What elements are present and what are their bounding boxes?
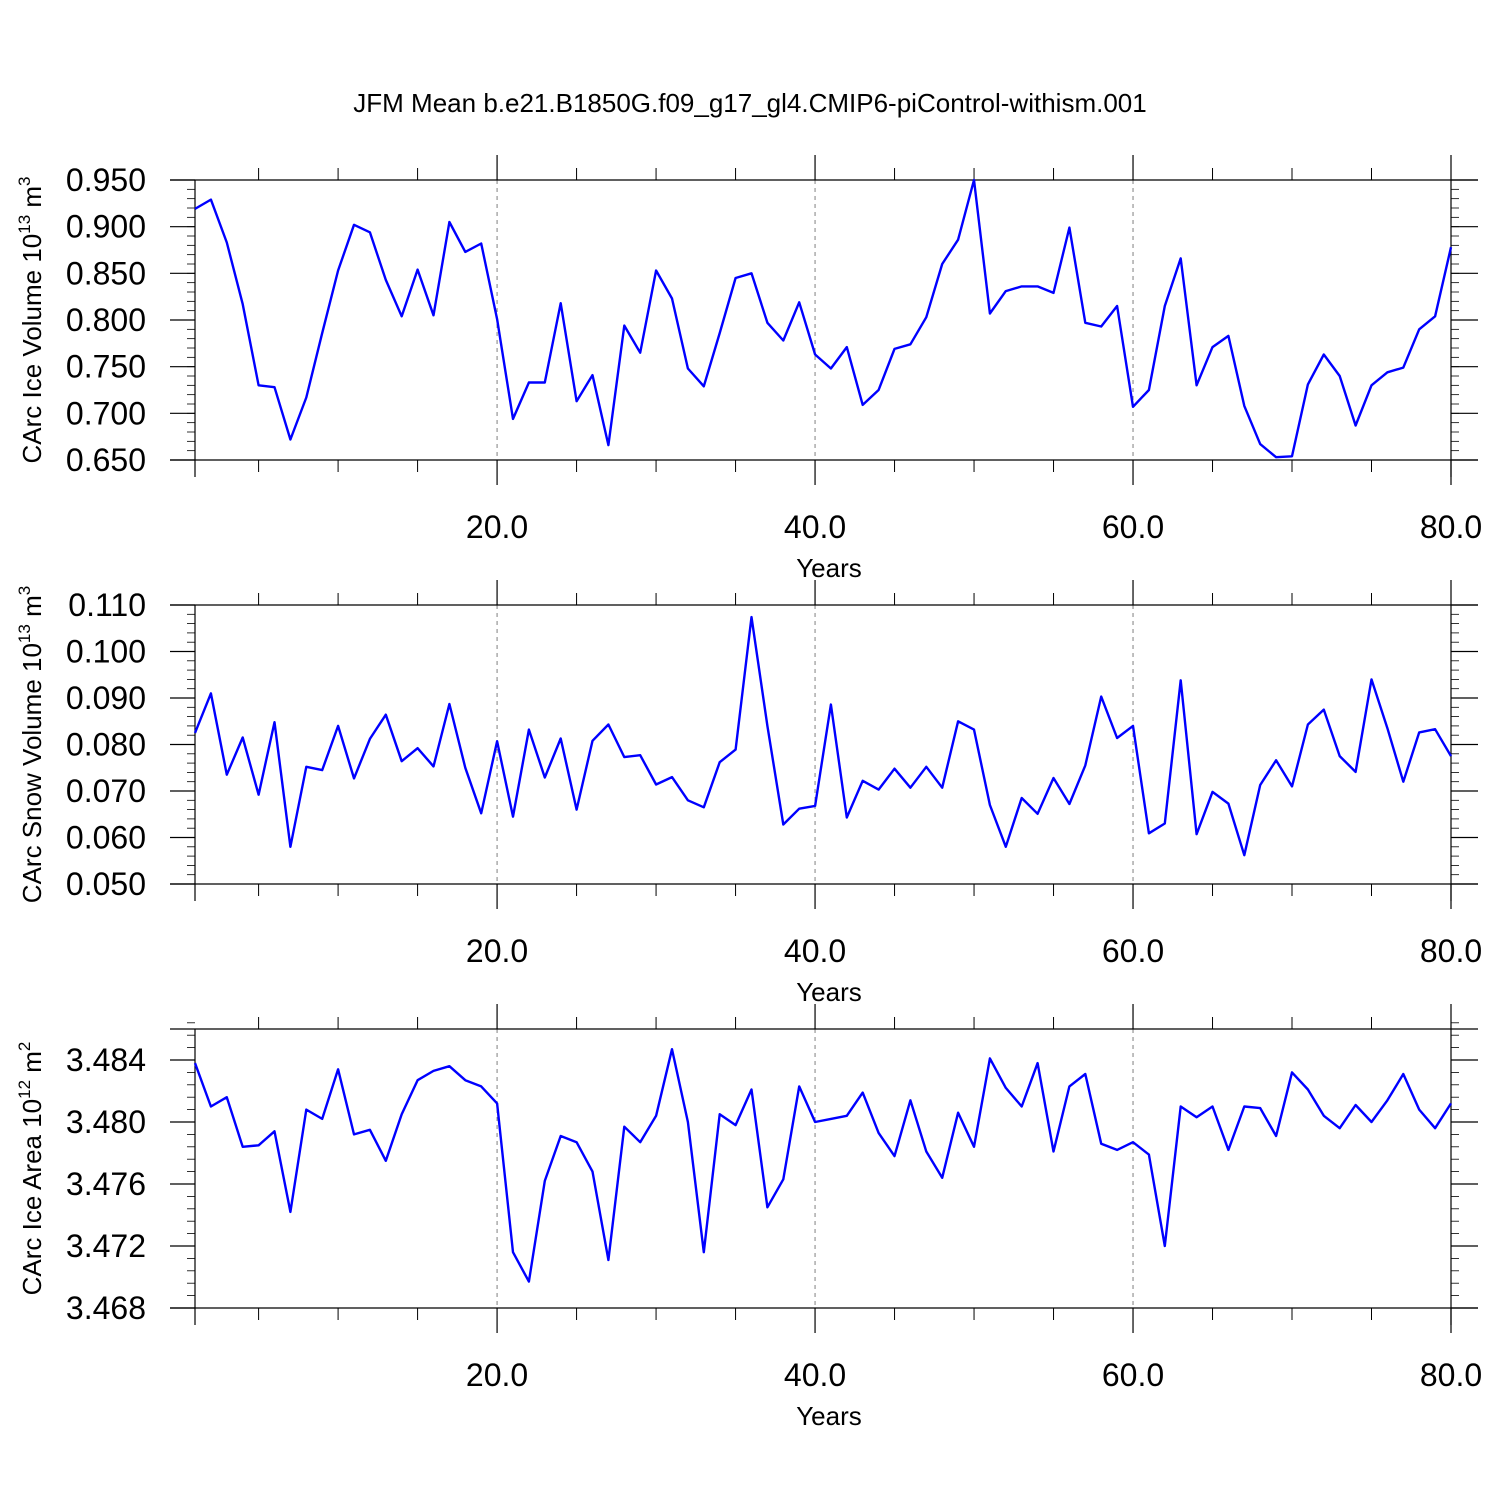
x-tick-label: 20.0	[466, 933, 528, 969]
y-tick-label: 0.800	[66, 302, 146, 338]
x-tick-label: 40.0	[784, 933, 846, 969]
x-tick-label: 80.0	[1420, 509, 1482, 545]
x-tick-label: 40.0	[784, 509, 846, 545]
y-tick-label: 3.476	[66, 1166, 146, 1202]
x-tick-label: 80.0	[1420, 933, 1482, 969]
chart-title: JFM Mean b.e21.B1850G.f09_g17_gl4.CMIP6-…	[353, 88, 1147, 118]
x-axis-label: Years	[796, 553, 862, 583]
x-tick-label: 60.0	[1102, 509, 1164, 545]
x-tick-label: 40.0	[784, 1357, 846, 1393]
y-tick-label: 3.472	[66, 1228, 146, 1264]
y-tick-label: 0.700	[66, 395, 146, 431]
y-tick-label: 0.750	[66, 349, 146, 385]
y-tick-label: 0.070	[66, 773, 146, 809]
panel-2: 0.050 0.060 0.070 0.080 0.090 0.100 0.110 20.0 4…	[15, 580, 1482, 1007]
y-tick-label: 3.484	[66, 1042, 146, 1078]
y-tick-label: 0.100	[66, 634, 146, 670]
x-tick-label: 60.0	[1102, 933, 1164, 969]
y-tick-label: 0.080	[66, 727, 146, 763]
x-axis-label: Years	[796, 1401, 862, 1431]
series-line-1	[194, 178, 1453, 459]
series-line-1	[193, 1047, 1453, 1283]
y-tick-label: 3.468	[66, 1290, 146, 1326]
x-tick-label: 20.0	[466, 1357, 528, 1393]
y-tick-label: 0.850	[66, 255, 146, 291]
y-tick-label: 0.110	[68, 587, 146, 623]
y-axis-label: CArc Snow Volume 1013 m3	[15, 586, 47, 903]
y-tick-label: 0.050	[66, 866, 146, 902]
y-tick-label: 0.060	[66, 820, 146, 856]
series-line-1	[193, 615, 1453, 857]
panel-1: 0.650 0.700 0.750 0.800 0.850 0.900 0.950 20.0 4…	[15, 155, 1482, 583]
x-tick-label: 20.0	[466, 509, 528, 545]
x-tick-label: 80.0	[1420, 1357, 1482, 1393]
panel-3: 3.468 3.472 3.476 3.480 3.484 20.0 40.0 60.0 80.…	[15, 1004, 1482, 1431]
y-axis-label: CArc Ice Area 1012 m2	[15, 1042, 47, 1296]
y-axis-label: CArc Ice Volume 1013 m3	[15, 176, 47, 463]
x-axis-label: Years	[796, 977, 862, 1007]
y-tick-label: 0.950	[66, 162, 146, 198]
y-tick-label: 0.650	[66, 442, 146, 478]
y-tick-label: 0.900	[66, 209, 146, 245]
x-tick-label: 60.0	[1102, 1357, 1164, 1393]
y-tick-label: 0.090	[66, 680, 146, 716]
y-tick-label: 3.480	[66, 1104, 146, 1140]
